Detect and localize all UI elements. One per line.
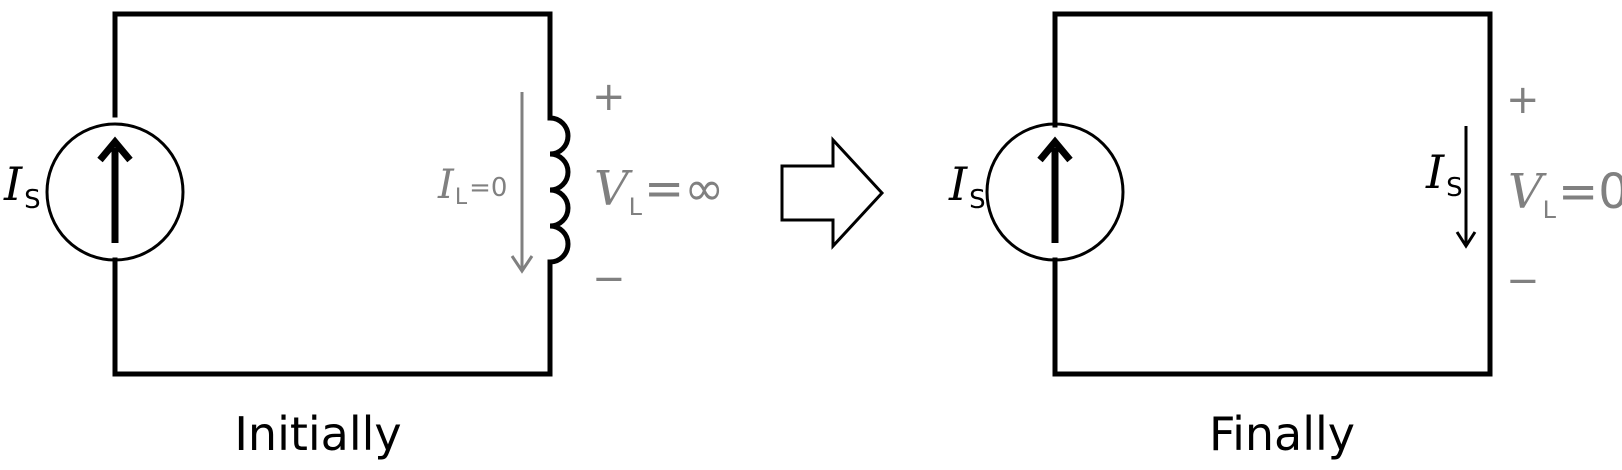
- inductor-coil: [547, 115, 571, 265]
- final-plus-sign: +: [1506, 77, 1540, 123]
- initial-plus-sign: +: [592, 74, 626, 120]
- initial-current-source: [45, 122, 185, 262]
- final-source-arrow-head: [1037, 136, 1073, 163]
- initial-wire-loop: [112, 11, 553, 377]
- initial-source-arrow-head: [97, 136, 133, 163]
- final-current-source: [985, 122, 1125, 262]
- final-voltage-label: VL=0: [1508, 164, 1622, 224]
- short-current-arrow-head: [1455, 231, 1477, 249]
- final-source-label: IS: [948, 157, 986, 215]
- inductor-current-arrow-head: [510, 255, 534, 274]
- initial-caption: Initially: [234, 407, 401, 461]
- final-wire-loop: [1052, 11, 1493, 377]
- initial-circuit: IS IL=0 + − VL=∞ Initially: [3, 11, 724, 461]
- transition-arrow-icon: [780, 136, 885, 250]
- short-current-label: IS: [1425, 145, 1463, 203]
- initial-minus-sign: −: [592, 256, 626, 302]
- inductor-current-label: IL=0: [437, 162, 507, 210]
- final-circuit: IS IS + − VL=0 Finally: [948, 11, 1622, 461]
- initial-source-label: IS: [3, 157, 41, 215]
- inductor-voltage-label: VL=∞: [594, 161, 724, 221]
- final-minus-sign: −: [1506, 258, 1540, 304]
- final-caption: Finally: [1209, 407, 1355, 461]
